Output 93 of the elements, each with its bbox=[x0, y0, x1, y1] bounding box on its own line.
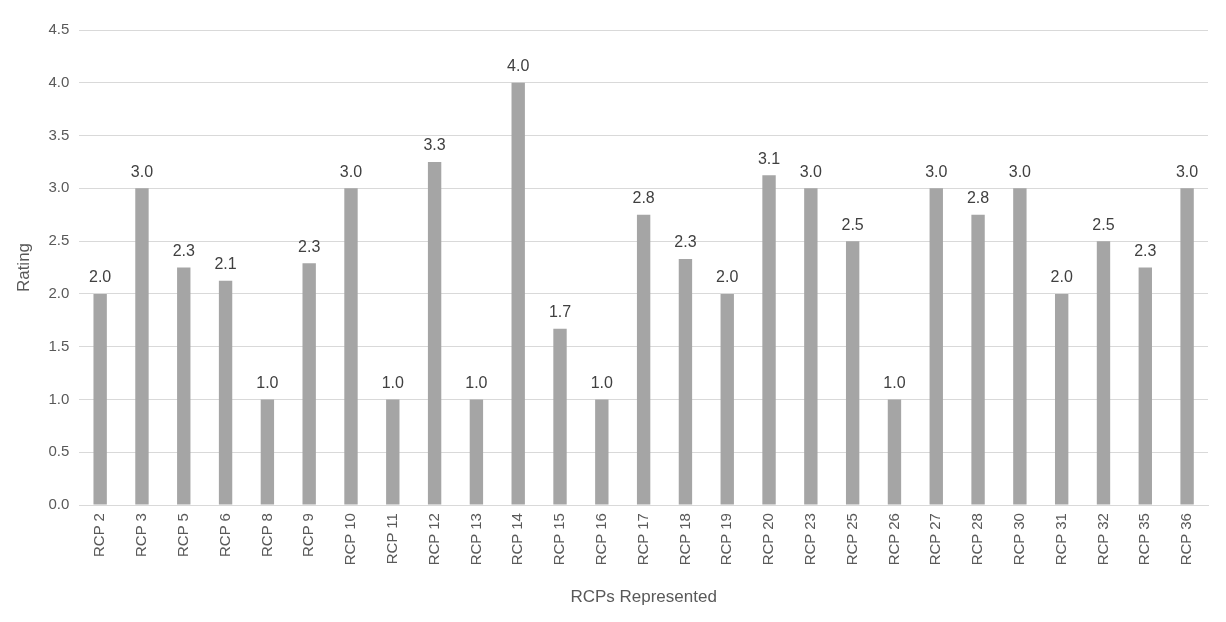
y-tick-label: 0.5 bbox=[48, 442, 70, 460]
x-tick-label: RCP 5 bbox=[173, 513, 191, 557]
x-tick-label: RCP 17 bbox=[633, 513, 651, 566]
bar bbox=[1054, 293, 1069, 505]
bar bbox=[177, 267, 191, 505]
data-label: 2.8 bbox=[632, 189, 655, 207]
data-label: 1.7 bbox=[548, 303, 572, 321]
bar bbox=[929, 188, 943, 505]
bar bbox=[427, 161, 442, 505]
data-label: 2.0 bbox=[89, 268, 112, 286]
data-label: 2.3 bbox=[674, 233, 697, 251]
bar bbox=[971, 214, 985, 505]
bar bbox=[1096, 241, 1111, 505]
data-label: 2.0 bbox=[1050, 268, 1073, 286]
x-tick-label: RCP 10 bbox=[341, 513, 359, 566]
data-label: 1.0 bbox=[883, 373, 906, 391]
bar bbox=[595, 399, 609, 505]
data-label: 3.0 bbox=[799, 162, 823, 180]
data-label: 2.0 bbox=[716, 268, 739, 286]
data-label: 2.3 bbox=[298, 237, 321, 255]
x-tick-label: RCP 14 bbox=[508, 513, 526, 566]
data-label: 1.0 bbox=[590, 373, 614, 391]
bar bbox=[1138, 267, 1152, 505]
bar bbox=[636, 214, 651, 505]
x-tick-label: RCP 36 bbox=[1177, 513, 1195, 566]
x-axis-title: RCPs Represented bbox=[570, 587, 717, 607]
y-tick-label: 0.0 bbox=[48, 495, 70, 513]
bar bbox=[553, 328, 567, 505]
x-tick-label: RCP 19 bbox=[717, 513, 735, 566]
x-tick-label: RCP 25 bbox=[842, 513, 860, 566]
x-tick-label: RCP 18 bbox=[675, 513, 693, 566]
x-tick-label: RCP 6 bbox=[215, 513, 233, 557]
x-tick-label: RCP 20 bbox=[759, 513, 777, 566]
bar bbox=[1180, 188, 1194, 505]
bar bbox=[804, 188, 818, 505]
data-label: 3.0 bbox=[130, 162, 154, 180]
y-tick-label: 2.0 bbox=[48, 284, 70, 302]
y-tick-label: 2.5 bbox=[48, 231, 70, 249]
bar bbox=[135, 188, 149, 505]
x-tick-label: RCP 32 bbox=[1093, 513, 1111, 566]
data-label: 3.1 bbox=[757, 149, 781, 167]
data-label: 3.0 bbox=[925, 162, 948, 180]
x-tick-label: RCP 31 bbox=[1051, 513, 1069, 566]
bar bbox=[218, 280, 233, 505]
bar bbox=[678, 259, 693, 505]
x-tick-label: RCP 23 bbox=[800, 513, 818, 566]
data-label: 3.0 bbox=[1175, 162, 1199, 180]
y-tick-label: 3.5 bbox=[48, 125, 70, 143]
data-label: 4.0 bbox=[507, 57, 530, 75]
bar bbox=[1013, 188, 1027, 505]
data-label: 2.5 bbox=[1092, 215, 1115, 233]
x-tick-label: RCP 28 bbox=[968, 513, 986, 566]
bar bbox=[845, 241, 860, 505]
data-label: 3.3 bbox=[423, 136, 446, 154]
x-tick-label: RCP 2 bbox=[90, 513, 108, 557]
x-tick-label: RCP 16 bbox=[591, 513, 609, 566]
data-label: 2.8 bbox=[966, 189, 990, 207]
bar bbox=[720, 293, 734, 505]
data-label: 1.0 bbox=[381, 373, 405, 391]
y-axis-title: Rating bbox=[13, 242, 33, 293]
x-tick-label: RCP 12 bbox=[424, 513, 442, 566]
x-tick-label: RCP 30 bbox=[1010, 513, 1028, 566]
bar bbox=[260, 399, 275, 505]
data-label: 3.0 bbox=[339, 162, 363, 180]
bar bbox=[386, 399, 400, 505]
bar bbox=[887, 399, 902, 505]
bar bbox=[762, 175, 776, 505]
y-tick-label: 3.0 bbox=[48, 178, 70, 196]
data-label: 1.0 bbox=[465, 373, 488, 391]
bar bbox=[344, 188, 358, 505]
data-label: 1.0 bbox=[256, 373, 279, 391]
x-tick-label: RCP 8 bbox=[257, 513, 275, 557]
bar bbox=[469, 399, 484, 505]
bar bbox=[302, 263, 316, 505]
x-tick-label: RCP 15 bbox=[550, 513, 568, 566]
y-tick-label: 4.0 bbox=[48, 72, 70, 90]
data-label: 3.0 bbox=[1008, 162, 1032, 180]
bar bbox=[511, 82, 525, 505]
x-tick-label: RCP 13 bbox=[466, 513, 484, 566]
x-tick-label: RCP 27 bbox=[926, 513, 944, 566]
bar bbox=[93, 293, 107, 505]
x-tick-label: RCP 35 bbox=[1135, 513, 1153, 566]
y-tick-label: 1.5 bbox=[48, 336, 70, 354]
x-tick-label: RCP 26 bbox=[884, 513, 902, 566]
data-label: 2.1 bbox=[214, 255, 237, 273]
data-label: 2.3 bbox=[1134, 241, 1157, 259]
x-tick-label: RCP 11 bbox=[382, 513, 400, 565]
x-tick-label: RCP 9 bbox=[299, 513, 317, 557]
data-label: 2.3 bbox=[172, 241, 195, 259]
data-label: 2.5 bbox=[841, 215, 864, 233]
x-tick-label: RCP 3 bbox=[132, 513, 150, 557]
y-tick-label: 4.5 bbox=[48, 20, 70, 38]
y-tick-label: 1.0 bbox=[48, 389, 70, 407]
